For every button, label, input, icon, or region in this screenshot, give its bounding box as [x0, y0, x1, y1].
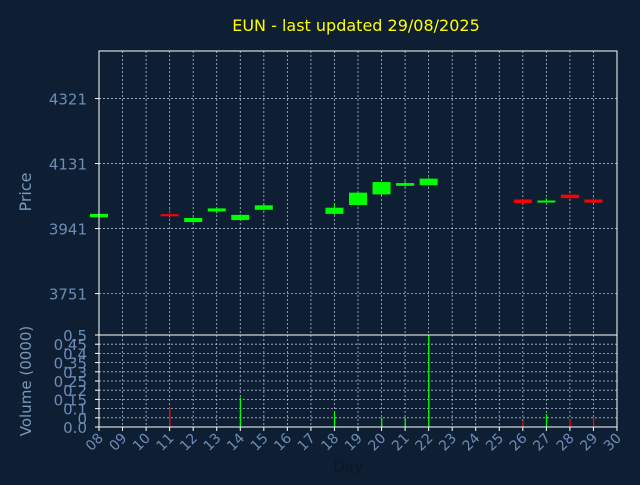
- candle-body: [560, 194, 579, 199]
- volume-bar: [404, 417, 406, 427]
- day-tick-label: 13: [201, 431, 225, 455]
- day-tick-label: 16: [271, 430, 295, 454]
- day-tick-label: 17: [295, 431, 319, 455]
- volume-axis-label: Volume (0000): [17, 326, 35, 436]
- volume-bar: [569, 419, 571, 427]
- volume-bar: [428, 335, 430, 427]
- candle-body: [325, 207, 344, 214]
- day-tick-label: 22: [413, 431, 437, 455]
- day-tick-label: 23: [436, 431, 460, 455]
- day-tick-label: 25: [483, 431, 507, 455]
- candle-body: [513, 199, 532, 203]
- candle-body: [584, 199, 603, 203]
- volume-tick-label: 0.4: [63, 345, 87, 363]
- volume-panel: 0.000.10.150.20.250.30.350.40.450.508 09 1…: [54, 327, 625, 454]
- volume-tick-label: 0: [77, 410, 87, 428]
- price-tick-label: 4131: [49, 156, 87, 174]
- price-tick-label: 3941: [49, 221, 87, 239]
- volume-tick-label: 0.3: [63, 364, 87, 382]
- volume-bar: [381, 417, 383, 427]
- day-tick-label: 12: [177, 431, 201, 455]
- candle-body: [254, 205, 273, 210]
- price-panel: 3751 3941 4131 4321: [49, 50, 618, 336]
- candle-body: [537, 200, 556, 203]
- chart-title: EUN - last updated 29/08/2025: [232, 16, 480, 35]
- volume-bar: [522, 421, 524, 427]
- candle-body: [419, 178, 438, 186]
- day-tick-label: 11: [154, 431, 178, 455]
- day-tick-label: 14: [224, 430, 248, 454]
- volume-tick-label: 0.15: [54, 391, 87, 409]
- volume-tick-label: 0.1: [63, 401, 87, 419]
- volume-bar: [592, 417, 595, 427]
- day-tick-label: 15: [248, 431, 272, 455]
- day-tick-label: 21: [389, 431, 413, 455]
- day-tick-label: 27: [530, 431, 554, 455]
- day-tick-label: 19: [342, 431, 366, 455]
- day-tick-label: 29: [577, 431, 601, 455]
- candle-body: [184, 217, 203, 223]
- volume-tick-label: 0.45: [54, 336, 87, 354]
- price-tick-label: 4321: [49, 91, 87, 109]
- day-tick-label: 20: [365, 431, 389, 455]
- candle-body: [207, 208, 226, 212]
- candle-body: [372, 182, 391, 195]
- day-tick-label: 18: [318, 431, 342, 455]
- candle-body: [349, 192, 367, 205]
- day-tick-label: 28: [554, 431, 578, 455]
- day-tick-label: 10: [130, 431, 154, 455]
- day-tick-label: 26: [507, 430, 531, 454]
- volume-bar: [239, 397, 242, 427]
- day-tick-label: 30: [601, 431, 625, 455]
- volume-tick-label: 0.25: [54, 373, 87, 391]
- candle-body: [396, 183, 415, 186]
- volume-tick-label: 0.5: [63, 327, 87, 345]
- volume-bar: [169, 406, 171, 427]
- price-axis-label: Price: [16, 172, 35, 211]
- candle-body: [160, 214, 179, 217]
- volume-bar: [545, 414, 548, 427]
- volume-bar: [333, 412, 336, 427]
- price-tick-label: 3751: [49, 286, 87, 304]
- day-axis-label: Day: [333, 458, 363, 476]
- volume-tick-label: 0.0: [63, 419, 87, 437]
- day-tick-label: 24: [460, 430, 484, 454]
- volume-tick-label: 0.35: [54, 355, 87, 373]
- day-tick-label: 09: [106, 431, 130, 455]
- candle-body: [231, 214, 250, 221]
- volume-tick-label: 0.2: [63, 382, 87, 400]
